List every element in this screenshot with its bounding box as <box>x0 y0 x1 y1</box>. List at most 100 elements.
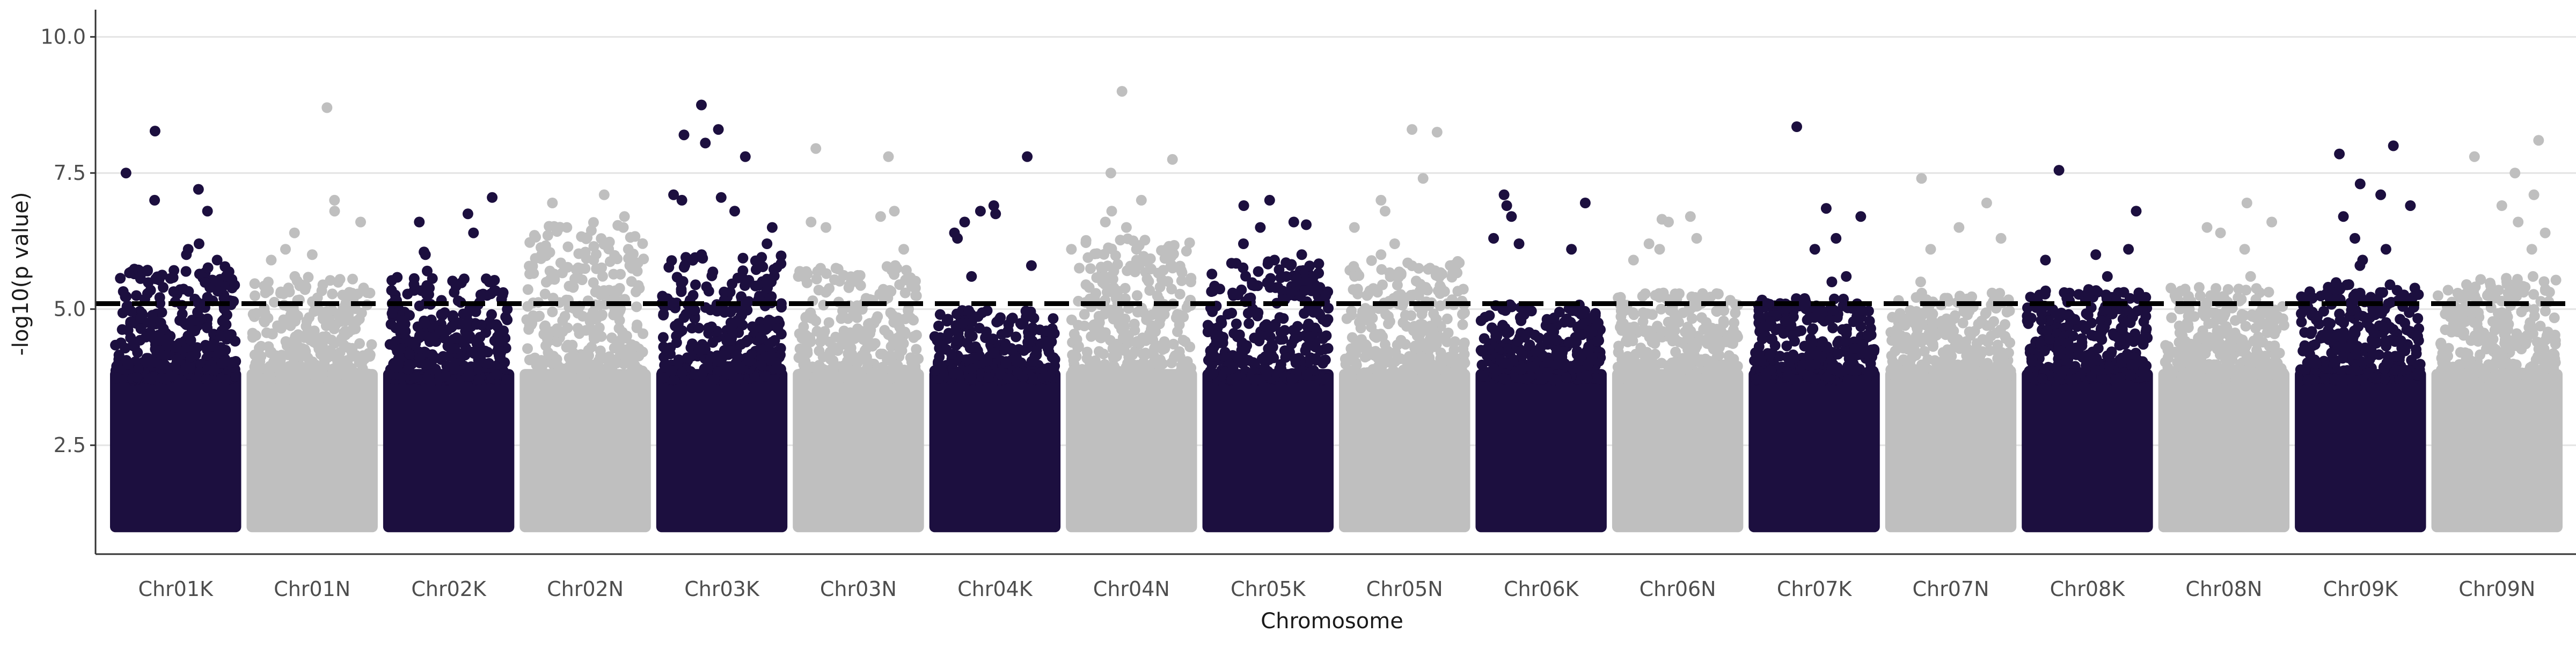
snp-point <box>2086 371 2097 382</box>
snp-point <box>679 312 690 323</box>
snp-point <box>909 332 919 343</box>
snp-point <box>1176 275 1187 286</box>
snp-point <box>1159 309 1170 319</box>
peak-point-Chr07K-4 <box>1810 244 1820 255</box>
snp-point <box>872 311 883 322</box>
snp-point <box>1094 317 1105 328</box>
snp-point <box>1756 355 1767 366</box>
snp-point <box>356 355 367 366</box>
snp-point <box>935 309 946 320</box>
peak-point-Chr04K-0 <box>1022 151 1033 162</box>
chromosome-group-Chr06N <box>1612 211 1743 532</box>
snp-point <box>1993 359 2003 369</box>
snp-point <box>1206 286 1217 297</box>
peak-point-Chr04N-7 <box>1131 244 1142 255</box>
snp-point <box>821 268 832 279</box>
snp-point <box>435 325 445 336</box>
snp-point <box>1902 358 1913 369</box>
snp-point <box>327 288 338 299</box>
snp-point <box>893 341 904 352</box>
snp-point <box>125 317 136 328</box>
peak-point-Chr06K-2 <box>1502 200 1512 211</box>
snp-point <box>421 331 432 342</box>
snp-point <box>1001 327 1012 338</box>
snp-point <box>221 271 232 281</box>
peak-point-Chr02K-0 <box>487 192 497 203</box>
chromosome-group-Chr03N <box>793 143 924 533</box>
peak-point-Chr01N-5 <box>280 244 291 255</box>
snp-point <box>2137 334 2148 345</box>
snp-point <box>1000 358 1011 369</box>
snp-point <box>1108 314 1119 324</box>
snp-point <box>1723 359 1734 370</box>
peak-point-Chr05K-4 <box>1255 222 1265 233</box>
snp-point <box>141 332 151 343</box>
peak-point-Chr03K-9 <box>767 222 778 233</box>
snp-point <box>1543 357 1554 368</box>
snp-point <box>492 369 502 380</box>
snp-point <box>135 312 146 323</box>
snp-point <box>1689 353 1700 364</box>
snp-point <box>1542 370 1553 381</box>
snp-point <box>2006 370 2016 381</box>
snp-point <box>1987 374 1997 385</box>
snp-point <box>1828 304 1839 315</box>
peak-point-Chr04K-6 <box>952 233 963 244</box>
snp-point <box>1849 343 1860 354</box>
snp-point <box>1796 325 1806 336</box>
snp-point <box>1459 339 1469 350</box>
snp-point <box>671 337 682 348</box>
snp-point <box>1833 349 1843 360</box>
snp-point <box>844 282 854 293</box>
snp-point <box>1231 258 1241 269</box>
snp-point <box>743 335 753 346</box>
dense-band-Chr01N <box>246 369 377 532</box>
snp-point <box>1718 337 1729 347</box>
snp-point <box>1275 272 1286 283</box>
snp-point <box>832 371 843 382</box>
snp-point <box>275 374 286 385</box>
snp-point <box>794 352 804 363</box>
snp-point <box>467 347 478 358</box>
snp-point <box>1902 336 1913 346</box>
peak-point-Chr05K-6 <box>1297 249 1307 260</box>
snp-point <box>609 374 620 385</box>
snp-point <box>1356 311 1367 322</box>
snp-point <box>157 270 167 280</box>
peak-point-Chr05N-7 <box>1375 249 1386 260</box>
snp-point <box>1500 358 1511 369</box>
snp-point <box>1638 307 1649 318</box>
snp-point <box>612 253 623 264</box>
snp-point <box>1249 280 1260 291</box>
snp-point <box>221 319 231 330</box>
snp-point <box>1228 374 1239 384</box>
snp-point <box>1561 372 1571 383</box>
snp-point <box>1108 282 1119 293</box>
snp-point <box>2127 359 2138 370</box>
snp-point <box>2140 292 2151 303</box>
snp-point <box>1891 331 1901 342</box>
peak-point-Chr06N-5 <box>1655 244 1665 255</box>
snp-point <box>967 331 978 341</box>
peak-point-Chr01N-6 <box>307 249 318 260</box>
snp-point <box>1243 318 1254 329</box>
dense-band-Chr02K <box>383 369 514 532</box>
snp-point <box>250 290 260 301</box>
snp-point <box>484 358 494 369</box>
snp-point <box>543 230 553 241</box>
snp-point <box>1615 292 1626 303</box>
snp-point <box>1172 326 1183 337</box>
snp-point <box>1022 337 1033 348</box>
snp-point <box>1075 367 1086 378</box>
snp-point <box>663 262 674 273</box>
snp-point <box>593 300 604 311</box>
peak-point-Chr04K-4 <box>960 217 970 228</box>
snp-point <box>229 280 240 290</box>
snp-point <box>705 352 716 363</box>
snp-point <box>320 346 331 357</box>
snp-point <box>1949 313 1959 324</box>
snp-point <box>1423 264 1433 275</box>
snp-point <box>1630 358 1641 368</box>
snp-point <box>1858 374 1869 385</box>
snp-point <box>814 285 824 295</box>
